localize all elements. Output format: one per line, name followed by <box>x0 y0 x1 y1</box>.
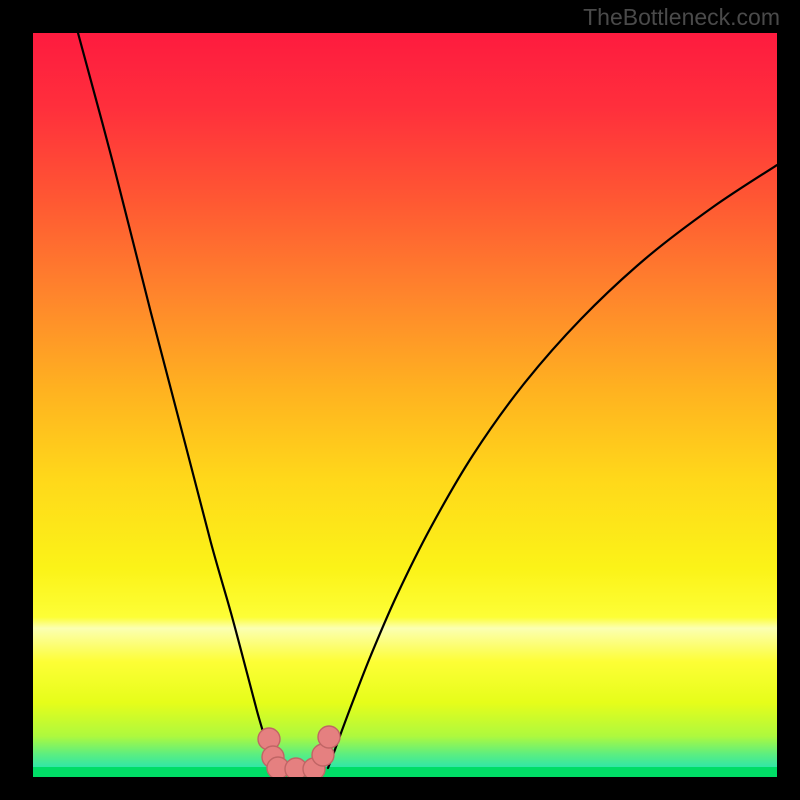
plot-area <box>33 33 777 777</box>
watermark-text: TheBottleneck.com <box>583 4 780 31</box>
marker-group <box>258 726 340 777</box>
marker-dot <box>318 726 340 748</box>
curve-overlay <box>33 33 777 777</box>
left-curve <box>78 33 276 769</box>
right-curve <box>328 165 777 768</box>
chart-stage: TheBottleneck.com <box>0 0 800 800</box>
